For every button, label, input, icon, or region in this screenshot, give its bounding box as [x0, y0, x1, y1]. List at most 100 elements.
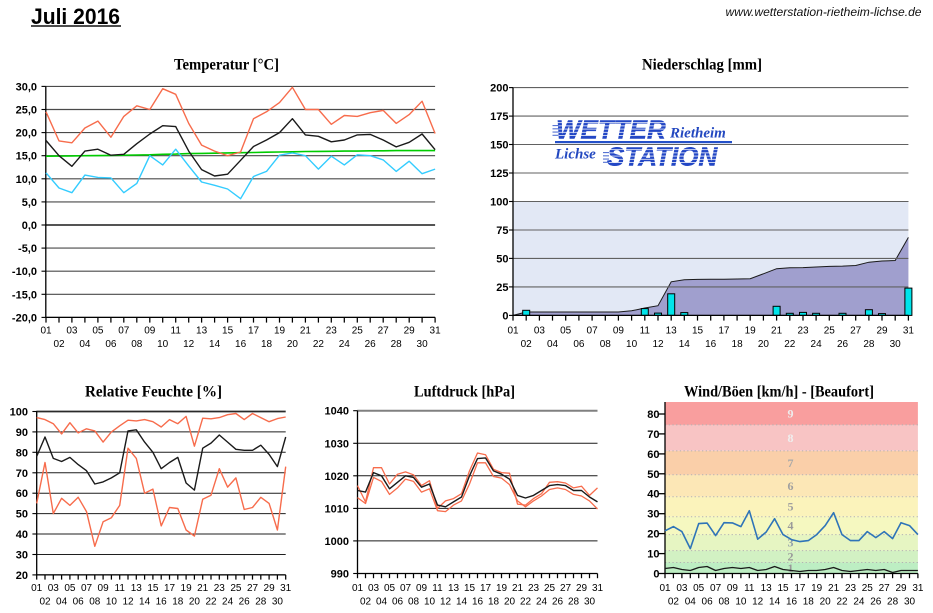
svg-text:19: 19 [811, 583, 823, 594]
svg-text:www.wetterstation-rietheim-lic: www.wetterstation-rietheim-lichse.de [726, 7, 922, 19]
svg-text:15: 15 [692, 326, 704, 337]
svg-text:02: 02 [521, 339, 533, 350]
svg-text:STATION: STATION [607, 142, 718, 172]
svg-text:14: 14 [209, 339, 221, 350]
svg-text:100: 100 [10, 407, 28, 419]
svg-text:14: 14 [139, 597, 151, 608]
svg-text:26: 26 [552, 597, 564, 608]
svg-text:15: 15 [222, 326, 234, 337]
svg-text:1040: 1040 [325, 406, 349, 418]
svg-text:50: 50 [647, 469, 659, 481]
svg-text:13: 13 [448, 583, 460, 594]
svg-text:09: 09 [98, 583, 110, 594]
svg-text:14: 14 [769, 597, 781, 608]
svg-text:05: 05 [92, 326, 104, 337]
svg-text:25: 25 [230, 583, 242, 594]
svg-text:31: 31 [280, 583, 292, 594]
svg-text:80: 80 [16, 447, 28, 459]
svg-text:23: 23 [214, 583, 226, 594]
svg-text:-15,0: -15,0 [12, 289, 37, 301]
svg-text:0: 0 [502, 310, 508, 322]
svg-text:24: 24 [853, 597, 865, 608]
svg-text:90: 90 [16, 427, 28, 439]
svg-text:22: 22 [784, 339, 796, 350]
svg-text:15: 15 [464, 583, 476, 594]
svg-text:30: 30 [584, 597, 596, 608]
svg-text:30: 30 [417, 339, 429, 350]
svg-text:Niederschlag [mm]: Niederschlag [mm] [642, 57, 762, 74]
svg-text:22: 22 [313, 339, 325, 350]
svg-text:28: 28 [863, 339, 875, 350]
svg-text:20: 20 [647, 529, 659, 541]
svg-text:10: 10 [626, 339, 638, 350]
svg-text:1030: 1030 [325, 438, 349, 450]
svg-text:Lichse: Lichse [554, 147, 596, 163]
svg-text:20: 20 [287, 339, 299, 350]
svg-text:19: 19 [745, 326, 757, 337]
svg-text:09: 09 [416, 583, 428, 594]
svg-text:1: 1 [788, 561, 794, 575]
svg-text:05: 05 [693, 583, 705, 594]
svg-text:18: 18 [803, 597, 815, 608]
svg-text:31: 31 [912, 583, 924, 594]
svg-text:19: 19 [181, 583, 193, 594]
svg-text:04: 04 [685, 597, 697, 608]
svg-text:3: 3 [788, 536, 794, 550]
svg-text:01: 01 [40, 326, 52, 337]
svg-text:14: 14 [456, 597, 468, 608]
svg-text:1020: 1020 [325, 471, 349, 483]
svg-text:11: 11 [115, 583, 126, 594]
svg-text:20: 20 [820, 597, 832, 608]
svg-text:0,0: 0,0 [22, 220, 37, 232]
svg-text:07: 07 [81, 583, 93, 594]
svg-text:40: 40 [16, 529, 28, 541]
svg-text:04: 04 [376, 597, 388, 608]
svg-text:28: 28 [568, 597, 580, 608]
svg-text:30: 30 [904, 597, 916, 608]
svg-text:29: 29 [576, 583, 588, 594]
svg-text:13: 13 [131, 583, 143, 594]
svg-text:29: 29 [895, 583, 907, 594]
svg-text:05: 05 [64, 583, 76, 594]
svg-text:08: 08 [408, 597, 420, 608]
svg-text:30: 30 [890, 339, 902, 350]
svg-text:06: 06 [105, 339, 117, 350]
svg-text:10: 10 [735, 597, 747, 608]
svg-text:24: 24 [536, 597, 548, 608]
svg-text:04: 04 [547, 339, 559, 350]
svg-text:03: 03 [368, 583, 380, 594]
svg-text:17: 17 [718, 326, 730, 337]
svg-text:20: 20 [189, 597, 201, 608]
svg-text:01: 01 [507, 326, 519, 337]
svg-text:-20,0: -20,0 [12, 312, 37, 324]
svg-text:26: 26 [837, 339, 849, 350]
svg-text:01: 01 [352, 583, 364, 594]
svg-text:04: 04 [56, 597, 68, 608]
svg-text:30,0: 30,0 [16, 81, 37, 93]
svg-text:26: 26 [365, 339, 377, 350]
svg-text:21: 21 [197, 583, 209, 594]
svg-text:6: 6 [788, 479, 794, 493]
svg-text:40: 40 [647, 489, 659, 501]
svg-text:27: 27 [850, 326, 862, 337]
svg-text:25: 25 [862, 583, 874, 594]
svg-text:21: 21 [828, 583, 840, 594]
svg-text:28: 28 [391, 339, 403, 350]
svg-text:25,0: 25,0 [16, 105, 37, 117]
svg-text:07: 07 [400, 583, 412, 594]
svg-text:09: 09 [727, 583, 739, 594]
svg-text:70: 70 [16, 468, 28, 480]
svg-text:10: 10 [424, 597, 436, 608]
svg-text:29: 29 [404, 326, 416, 337]
svg-text:19: 19 [496, 583, 508, 594]
svg-text:30: 30 [647, 509, 659, 521]
svg-text:20: 20 [16, 570, 28, 582]
svg-text:29: 29 [876, 326, 888, 337]
svg-text:28: 28 [887, 597, 899, 608]
svg-text:02: 02 [668, 597, 680, 608]
svg-text:20,0: 20,0 [16, 128, 37, 140]
svg-text:02: 02 [360, 597, 372, 608]
svg-text:31: 31 [430, 326, 442, 337]
svg-text:17: 17 [164, 583, 176, 594]
svg-text:20: 20 [504, 597, 516, 608]
